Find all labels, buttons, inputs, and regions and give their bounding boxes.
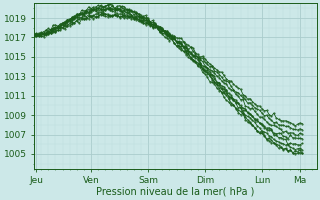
X-axis label: Pression niveau de la mer( hPa ): Pression niveau de la mer( hPa ) [96, 187, 254, 197]
